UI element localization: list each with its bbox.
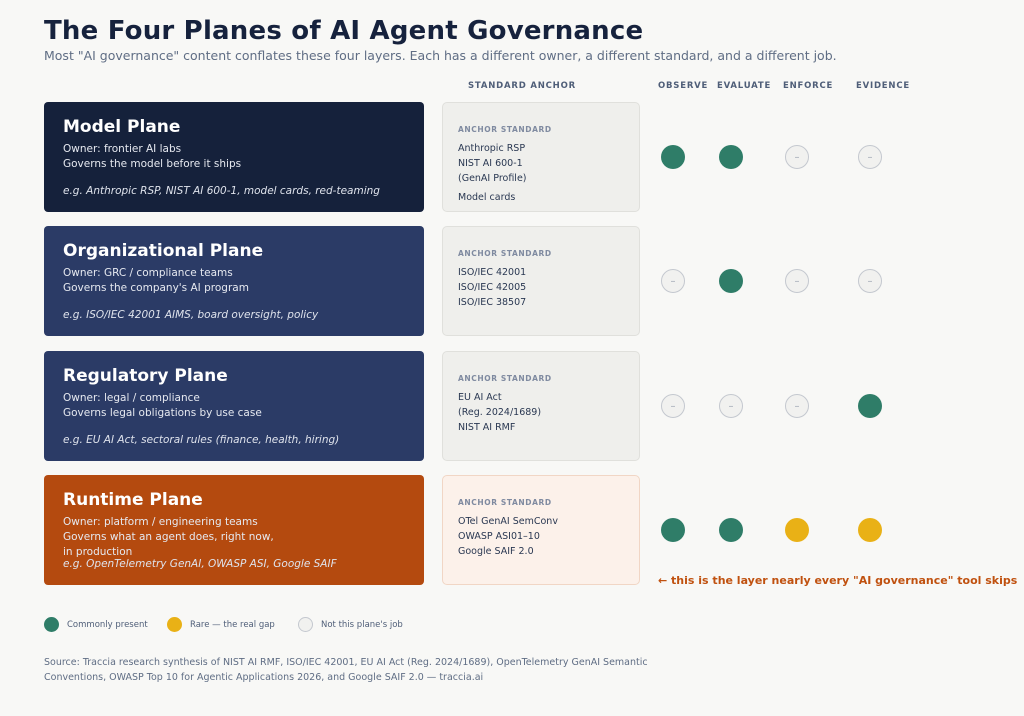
runtime-callout: ← this is the layer nearly every "AI gov… <box>658 574 1018 587</box>
anchor-card-regulatory: ANCHOR STANDARD EU AI Act (Reg. 2024/1689)… <box>442 351 640 461</box>
plane-name: Regulatory Plane <box>63 366 228 386</box>
status-dot-regulatory-enforce: – <box>785 394 809 418</box>
status-dot-runtime-evaluate <box>719 518 743 542</box>
plane-card-runtime: Runtime Plane Owner: platform / engineeri… <box>44 475 424 585</box>
anchor-standard: OWASP ASI01–10 <box>458 531 540 542</box>
legend-present-label: Commonly present <box>67 619 148 630</box>
column-header-observe: OBSERVE <box>658 81 709 91</box>
plane-owner: Owner: GRC / compliance teams <box>63 267 233 279</box>
plane-card-model: Model Plane Owner: frontier AI labs Govern… <box>44 102 424 212</box>
plane-owner: Owner: platform / engineering teams <box>63 516 258 528</box>
anchor-standard: ISO/IEC 42001 <box>458 267 527 278</box>
anchor-card-organizational: ANCHOR STANDARD ISO/IEC 42001 ISO/IEC 4200… <box>442 226 640 336</box>
anchor-label: ANCHOR STANDARD <box>458 374 552 383</box>
plane-name: Runtime Plane <box>63 490 203 510</box>
anchor-standard: (Reg. 2024/1689) <box>458 407 542 418</box>
anchor-card-model: ANCHOR STANDARD Anthropic RSP NIST AI 600-… <box>442 102 640 212</box>
status-dot-model-observe <box>661 145 685 169</box>
plane-governs: Governs the company's AI program <box>63 282 249 294</box>
plane-examples: e.g. OpenTelemetry GenAI, OWASP ASI, Goo… <box>63 558 337 570</box>
plane-examples: e.g. Anthropic RSP, NIST AI 600-1, model… <box>63 185 380 197</box>
plane-card-regulatory: Regulatory Plane Owner: legal / complianc… <box>44 351 424 461</box>
status-dot-model-enforce: – <box>785 145 809 169</box>
anchor-standard: Anthropic RSP <box>458 143 526 154</box>
anchor-standard: NIST AI 600-1 <box>458 158 523 169</box>
anchor-standard: Model cards <box>458 192 516 203</box>
status-dot-model-evaluate <box>719 145 743 169</box>
source-line: Source: Traccia research synthesis of NI… <box>44 657 648 668</box>
column-header-anchor: STANDARD ANCHOR <box>468 81 576 91</box>
status-dot-runtime-enforce <box>785 518 809 542</box>
anchor-card-runtime: ANCHOR STANDARD OTel GenAI SemConv OWASP A… <box>442 475 640 585</box>
plane-governs: Governs the model before it ships <box>63 158 242 170</box>
anchor-standard: Google SAIF 2.0 <box>458 546 534 557</box>
anchor-standard: (GenAI Profile) <box>458 173 527 184</box>
plane-governs: Governs legal obligations by use case <box>63 407 262 419</box>
anchor-standard: ISO/IEC 38507 <box>458 297 527 308</box>
anchor-label: ANCHOR STANDARD <box>458 125 552 134</box>
plane-card-organizational: Organizational Plane Owner: GRC / complia… <box>44 226 424 336</box>
plane-owner: Owner: frontier AI labs <box>63 143 182 155</box>
legend-na: Not this plane's job <box>298 617 403 632</box>
anchor-standard: ISO/IEC 42005 <box>458 282 527 293</box>
status-dot-regulatory-evidence <box>858 394 882 418</box>
source-note: Source: Traccia research synthesis of NI… <box>44 655 684 685</box>
status-dot-runtime-evidence <box>858 518 882 542</box>
plane-governs: Governs what an agent does, right now, <box>63 531 274 543</box>
column-header-enforce: ENFORCE <box>783 81 834 91</box>
legend-present: Commonly present <box>44 617 148 632</box>
anchor-standard: NIST AI RMF <box>458 422 516 433</box>
legend-rare-label: Rare — the real gap <box>190 619 275 630</box>
anchor-standard: OTel GenAI SemConv <box>458 516 558 527</box>
status-dot-regulatory-observe: – <box>661 394 685 418</box>
legend-na-label: Not this plane's job <box>321 619 403 630</box>
page-title: The Four Planes of AI Agent Governance <box>44 16 644 46</box>
plane-governs: in production <box>63 546 133 558</box>
status-dot-organizational-evidence: – <box>858 269 882 293</box>
legend-rare: Rare — the real gap <box>167 617 275 632</box>
status-dot-organizational-observe: – <box>661 269 685 293</box>
page-subtitle: Most "AI governance" content conflates t… <box>44 48 837 63</box>
status-dot-runtime-observe <box>661 518 685 542</box>
status-dot-model-evidence: – <box>858 145 882 169</box>
plane-name: Model Plane <box>63 117 181 137</box>
plane-name: Organizational Plane <box>63 241 264 261</box>
legend-rare-dot <box>167 617 182 632</box>
plane-examples: e.g. EU AI Act, sectoral rules (finance,… <box>63 434 340 446</box>
plane-examples: e.g. ISO/IEC 42001 AIMS, board oversight… <box>63 309 319 321</box>
column-header-evaluate: EVALUATE <box>717 81 772 91</box>
source-line: Conventions, OWASP Top 10 for Agentic Ap… <box>44 672 484 683</box>
status-dot-regulatory-evaluate: – <box>719 394 743 418</box>
legend-na-dot <box>298 617 313 632</box>
status-dot-organizational-enforce: – <box>785 269 809 293</box>
anchor-standard: EU AI Act <box>458 392 502 403</box>
legend-present-dot <box>44 617 59 632</box>
status-dot-organizational-evaluate <box>719 269 743 293</box>
plane-owner: Owner: legal / compliance <box>63 392 200 404</box>
column-header-evidence: EVIDENCE <box>856 81 910 91</box>
anchor-label: ANCHOR STANDARD <box>458 249 552 258</box>
anchor-label: ANCHOR STANDARD <box>458 498 552 507</box>
